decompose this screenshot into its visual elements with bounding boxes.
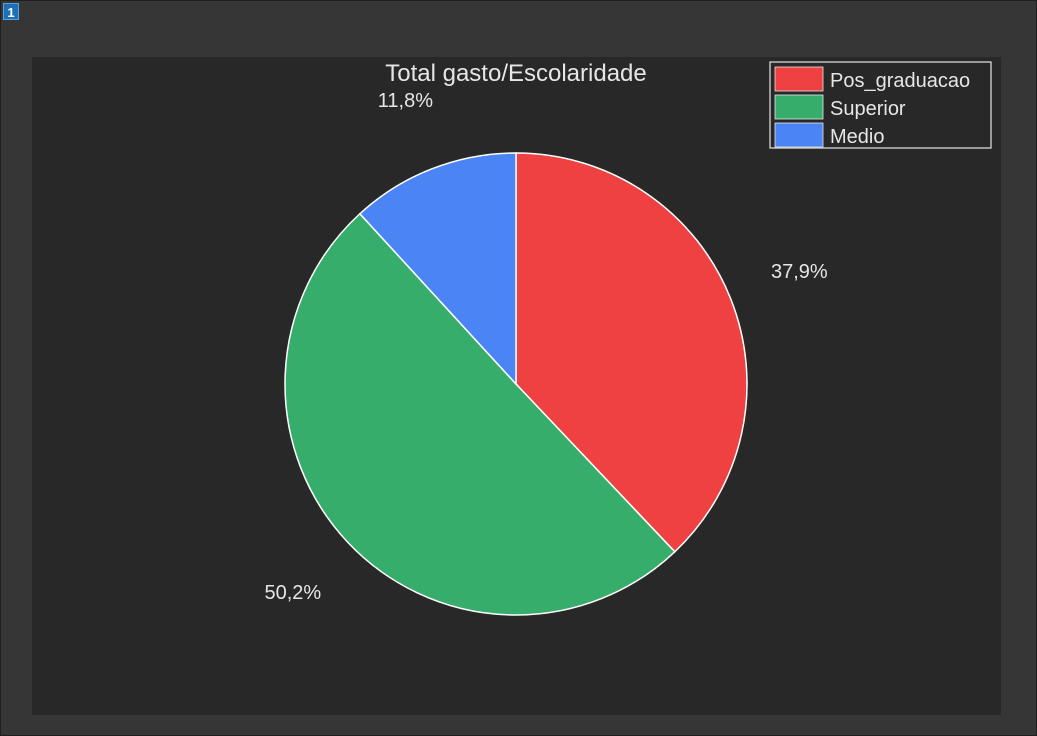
chart-legend: Pos_graduacao Superior Medio	[769, 61, 992, 149]
chart-panel: Total gasto/Escolaridade 37,9% 50,2% 11,8%…	[32, 57, 1001, 715]
legend-label-pos-graduacao: Pos_graduacao	[830, 70, 970, 92]
pie-slices	[284, 152, 748, 616]
legend-label-medio: Medio	[830, 126, 884, 148]
pie-slice-medio	[358, 152, 517, 386]
legend-swatch-medio	[774, 122, 824, 148]
figure-number-badge: 1	[3, 3, 19, 20]
pie-slice-superior	[284, 212, 676, 616]
pie-value-labels: 37,9% 50,2% 11,8%	[264, 90, 827, 604]
legend-swatch-pos-graduacao	[774, 66, 824, 92]
pie-chart: Total gasto/Escolaridade 37,9% 50,2% 11,8%…	[264, 60, 992, 616]
pie-value-label-medio: 11,8%	[378, 90, 433, 112]
pie-value-label-pos-graduacao: 37,9%	[771, 261, 828, 283]
pie-value-label-superior: 50,2%	[264, 582, 321, 604]
chart-title: Total gasto/Escolaridade	[385, 60, 647, 87]
legend-swatch-superior	[774, 94, 824, 120]
legend-label-superior: Superior	[830, 98, 906, 120]
pie-slice-pos-graduacao	[515, 152, 748, 553]
